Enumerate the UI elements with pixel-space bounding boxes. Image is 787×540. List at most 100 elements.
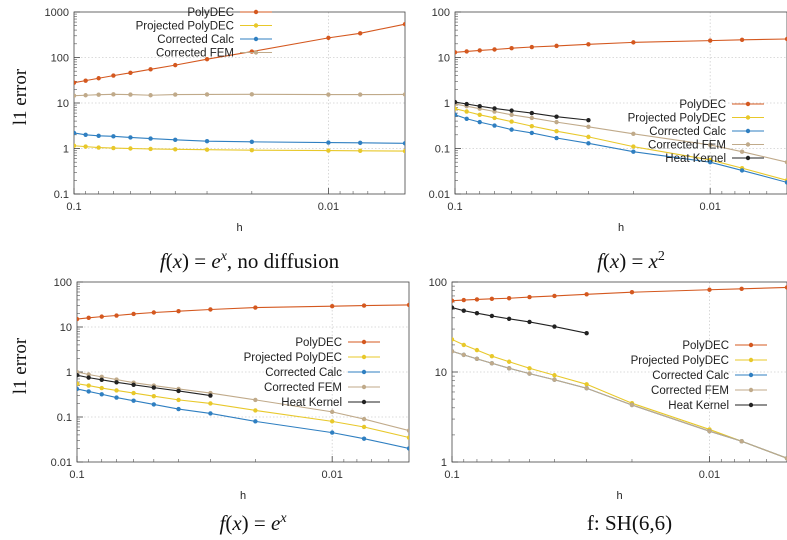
data-point-corrected-fem xyxy=(784,456,787,461)
data-point-projected-polydec xyxy=(357,148,363,154)
data-point-polydec xyxy=(631,40,636,45)
data-point-projected-polydec xyxy=(509,119,514,124)
data-point-corrected-calc xyxy=(329,430,335,435)
data-point-corrected-calc xyxy=(176,406,181,412)
data-point-projected-polydec xyxy=(329,419,335,424)
series-corrected-calc xyxy=(455,112,787,185)
data-point-heat-kernel xyxy=(474,311,480,316)
data-point-polydec xyxy=(707,38,713,43)
series-corrected-fem xyxy=(74,92,405,98)
legend-swatch-point xyxy=(361,384,367,390)
data-point-corrected-fem xyxy=(128,92,133,97)
legend-swatch-point xyxy=(361,354,367,360)
data-point-corrected-fem xyxy=(492,109,497,114)
chart-panel-1: 0.1 1 10 100 1000 0.1 0.01 h l1 error f(x) = ex, … xyxy=(10,7,406,273)
legend-label: Corrected Calc xyxy=(649,126,726,138)
legend-swatch-point xyxy=(745,115,751,120)
data-point-polydec xyxy=(326,35,331,41)
data-point-projected-polydec xyxy=(204,147,210,152)
data-point-corrected-calc xyxy=(529,130,535,136)
series-line-corrected-calc xyxy=(74,132,405,144)
data-point-corrected-calc xyxy=(83,132,88,138)
legend-swatch-point xyxy=(745,128,751,134)
data-point-corrected-fem xyxy=(406,428,409,433)
data-point-corrected-fem xyxy=(506,366,512,371)
data-point-corrected-calc xyxy=(554,135,559,141)
x-tick-label: 0.01 xyxy=(699,201,720,213)
data-point-polydec xyxy=(552,293,557,299)
data-point-projected-polydec xyxy=(253,408,258,413)
data-area xyxy=(455,36,787,185)
data-point-corrected-fem xyxy=(329,409,335,415)
data-point-corrected-fem xyxy=(204,92,210,97)
legend-label: Projected PolyDEC xyxy=(244,352,342,364)
y-tick-label: 0.1 xyxy=(54,189,69,201)
legend-label: Heat Kernel xyxy=(665,153,726,165)
y-tick-label: 0.01 xyxy=(51,457,72,469)
series-polydec xyxy=(455,36,787,55)
data-point-projected-polydec xyxy=(492,115,497,121)
data-point-heat-kernel xyxy=(452,305,455,310)
series-line-projected-polydec xyxy=(77,383,409,439)
series-projected-polydec xyxy=(77,381,409,440)
data-point-polydec xyxy=(402,21,405,27)
legend-swatch-point xyxy=(748,342,754,348)
legend-label: Corrected FEM xyxy=(648,140,726,152)
chart-caption: f: SH(6,6) xyxy=(587,511,672,535)
data-point-corrected-fem xyxy=(474,356,480,362)
data-point-projected-polydec xyxy=(131,390,136,396)
data-point-projected-polydec xyxy=(173,147,178,152)
data-point-polydec xyxy=(329,303,335,309)
series-corrected-fem xyxy=(77,369,409,433)
data-point-polydec xyxy=(204,56,210,62)
data-point-corrected-fem xyxy=(529,115,535,121)
data-point-corrected-calc xyxy=(86,389,91,394)
series-corrected-calc xyxy=(74,130,405,146)
x-tick-label: 0.01 xyxy=(318,201,339,213)
data-point-corrected-fem xyxy=(509,112,514,118)
data-point-polydec xyxy=(461,297,466,303)
data-point-corrected-calc xyxy=(77,386,80,392)
data-point-corrected-fem xyxy=(357,92,363,97)
data-point-corrected-calc xyxy=(99,392,104,397)
data-point-polydec xyxy=(739,37,745,42)
y-tick-label: 0.1 xyxy=(57,412,72,424)
data-point-projected-polydec xyxy=(148,146,153,152)
data-point-polydec xyxy=(739,286,744,292)
data-point-corrected-fem xyxy=(96,92,101,97)
data-point-corrected-fem xyxy=(489,361,495,366)
data-point-polydec xyxy=(99,314,104,319)
data-point-corrected-fem xyxy=(148,93,153,98)
y-axis-label: l1 error xyxy=(10,68,31,125)
data-point-projected-polydec xyxy=(111,145,116,151)
legend-swatch-point xyxy=(745,142,751,147)
legend-label: Corrected Calc xyxy=(157,34,234,46)
y-tick-label: 1 xyxy=(441,457,447,469)
series-line-polydec xyxy=(455,38,787,53)
series-line-polydec xyxy=(74,23,405,84)
y-tick-label: 100 xyxy=(54,277,72,289)
series-line-heat-kernel xyxy=(452,307,587,334)
series-corrected-fem xyxy=(452,349,787,461)
data-point-heat-kernel xyxy=(506,316,512,322)
y-tick-label: 1 xyxy=(66,367,72,379)
series-line-projected-polydec xyxy=(452,338,787,459)
data-point-projected-polydec xyxy=(99,385,104,391)
data-point-corrected-calc xyxy=(464,116,469,121)
data-point-projected-polydec xyxy=(326,148,331,153)
data-point-corrected-calc xyxy=(357,140,363,146)
data-point-corrected-fem xyxy=(253,397,258,403)
data-point-polydec xyxy=(464,49,469,54)
data-point-projected-polydec xyxy=(584,382,589,387)
legend-swatch-point xyxy=(253,36,259,42)
data-point-corrected-calc xyxy=(249,139,255,145)
data-point-heat-kernel xyxy=(586,117,591,123)
data-point-corrected-fem xyxy=(552,377,557,382)
y-tick-label: 0.1 xyxy=(435,144,450,156)
data-point-polydec xyxy=(148,67,153,72)
data-point-projected-polydec xyxy=(506,359,512,364)
data-point-corrected-calc xyxy=(631,149,636,154)
